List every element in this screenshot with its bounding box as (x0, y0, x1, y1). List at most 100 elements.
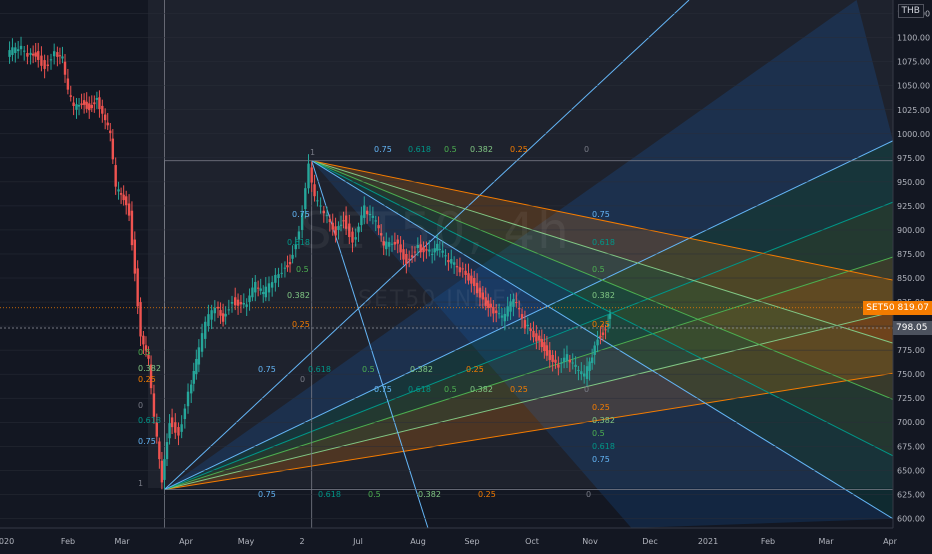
candle-body (339, 224, 343, 226)
candle-body (234, 297, 237, 306)
fan-c-right-label-4: 0.75 (592, 455, 610, 464)
candle-body (160, 460, 164, 483)
candle-body (467, 273, 470, 281)
candle-body (52, 51, 56, 57)
candle-body (103, 114, 107, 121)
currency-badge[interactable]: THB (897, 4, 924, 18)
candle-body (489, 303, 492, 308)
y-tick-label: 1025.00 (897, 106, 930, 115)
candle-body (577, 369, 580, 371)
candle-body (557, 364, 560, 368)
candle-body (540, 338, 543, 348)
candle-body (248, 295, 251, 303)
candle-body (93, 102, 96, 105)
x-tick-label: Sep (464, 537, 479, 546)
fan-c-right-label-3: 0.618 (592, 442, 615, 451)
candle-body (419, 244, 422, 253)
candle-body (286, 265, 289, 268)
candle-body (213, 307, 217, 314)
fan-b-right-label-1: 0.618 (592, 238, 615, 247)
candle-body (144, 345, 148, 351)
fan-b-fill-0.75 (311, 160, 893, 528)
candle-body (230, 302, 234, 304)
candle-body (40, 55, 43, 66)
fan-a-left-label-2: 0.382 (138, 364, 161, 373)
candle-body (109, 130, 112, 134)
candle-body (517, 308, 521, 310)
candle-body (608, 313, 612, 319)
candle-body (256, 287, 260, 289)
candle-body (31, 53, 35, 56)
candle-body (197, 347, 201, 365)
candle-body (101, 105, 104, 114)
fan-a-bottom-label-3: 0.382 (418, 490, 441, 499)
candle-body (130, 210, 134, 246)
y-tick-label: 975.00 (897, 154, 925, 163)
candle-body (16, 49, 20, 52)
candle-body (66, 78, 70, 90)
candle-body (221, 313, 225, 322)
candle-body (98, 97, 101, 110)
x-tick-label: May (238, 537, 255, 546)
candle-body (328, 219, 332, 223)
x-axis[interactable]: 2020 Feb Mar Apr May 2 Jul Aug Sep Oct Nov Dec 2021 F… (0, 527, 932, 550)
candle-body (601, 332, 605, 335)
candle-body (90, 104, 93, 109)
fan-a-left-label-3: 0.5 (138, 348, 151, 357)
fan-a-mid-label-1: 0 (300, 375, 305, 384)
x-tick-label: Nov (582, 537, 598, 546)
candle-body (316, 200, 319, 202)
candle-body (170, 417, 174, 428)
y-tick-label: 925.00 (897, 202, 925, 211)
candle-body (354, 237, 357, 240)
candle-body (422, 246, 425, 253)
candle-body (410, 255, 414, 258)
x-tick-label: 2021 (698, 537, 718, 546)
candle-body (382, 241, 385, 246)
candle-body (77, 105, 81, 107)
candle-body (155, 422, 159, 437)
candle-body (224, 313, 227, 317)
fan-a-bottom-label-0: 0.75 (258, 490, 276, 499)
candle-body (425, 249, 428, 251)
candle-body (283, 267, 287, 269)
fan-a-bottom-label-5: 0 (586, 490, 591, 499)
candle-body (23, 50, 26, 52)
candles (8, 36, 612, 490)
candle-body (106, 122, 109, 126)
candle-body (325, 214, 329, 216)
candle-body (461, 268, 464, 270)
candle-body (142, 335, 145, 345)
x-tick-label: Apr (179, 537, 194, 546)
y-tick-label: 850.00 (897, 274, 925, 283)
candle-body (444, 255, 447, 257)
candle-body (319, 205, 322, 207)
candle-body (385, 241, 388, 250)
x-tick-label: Mar (818, 537, 834, 546)
candle-body (204, 321, 207, 339)
fan-c-mid-label-0: 0.75 (374, 385, 392, 394)
candle-body (413, 251, 417, 253)
fan-b-left-label-3: 0.5 (296, 265, 309, 274)
candle-body (393, 241, 397, 245)
candle-body (29, 52, 32, 55)
candle-body (122, 194, 125, 201)
candle-body (186, 391, 190, 407)
y-tick-label: 875.00 (897, 250, 925, 259)
candle-body (300, 212, 304, 230)
candle-body (147, 354, 150, 359)
candle-body (554, 359, 557, 363)
crosshair-price-tag: 798.05 (893, 320, 932, 335)
candle-body (82, 100, 86, 105)
candle-body (497, 313, 501, 315)
candle-body (95, 98, 99, 100)
y-axis[interactable]: 600.00 625.00 650.00 675.00 700.00 725.00 750.… (892, 0, 932, 550)
candle-body (294, 244, 297, 250)
x-tick-label: Apr (883, 537, 898, 546)
candle-body (200, 333, 204, 352)
candle-body (267, 283, 271, 293)
candle-body (450, 259, 453, 264)
last-price-symbol: SET50 (866, 302, 895, 313)
